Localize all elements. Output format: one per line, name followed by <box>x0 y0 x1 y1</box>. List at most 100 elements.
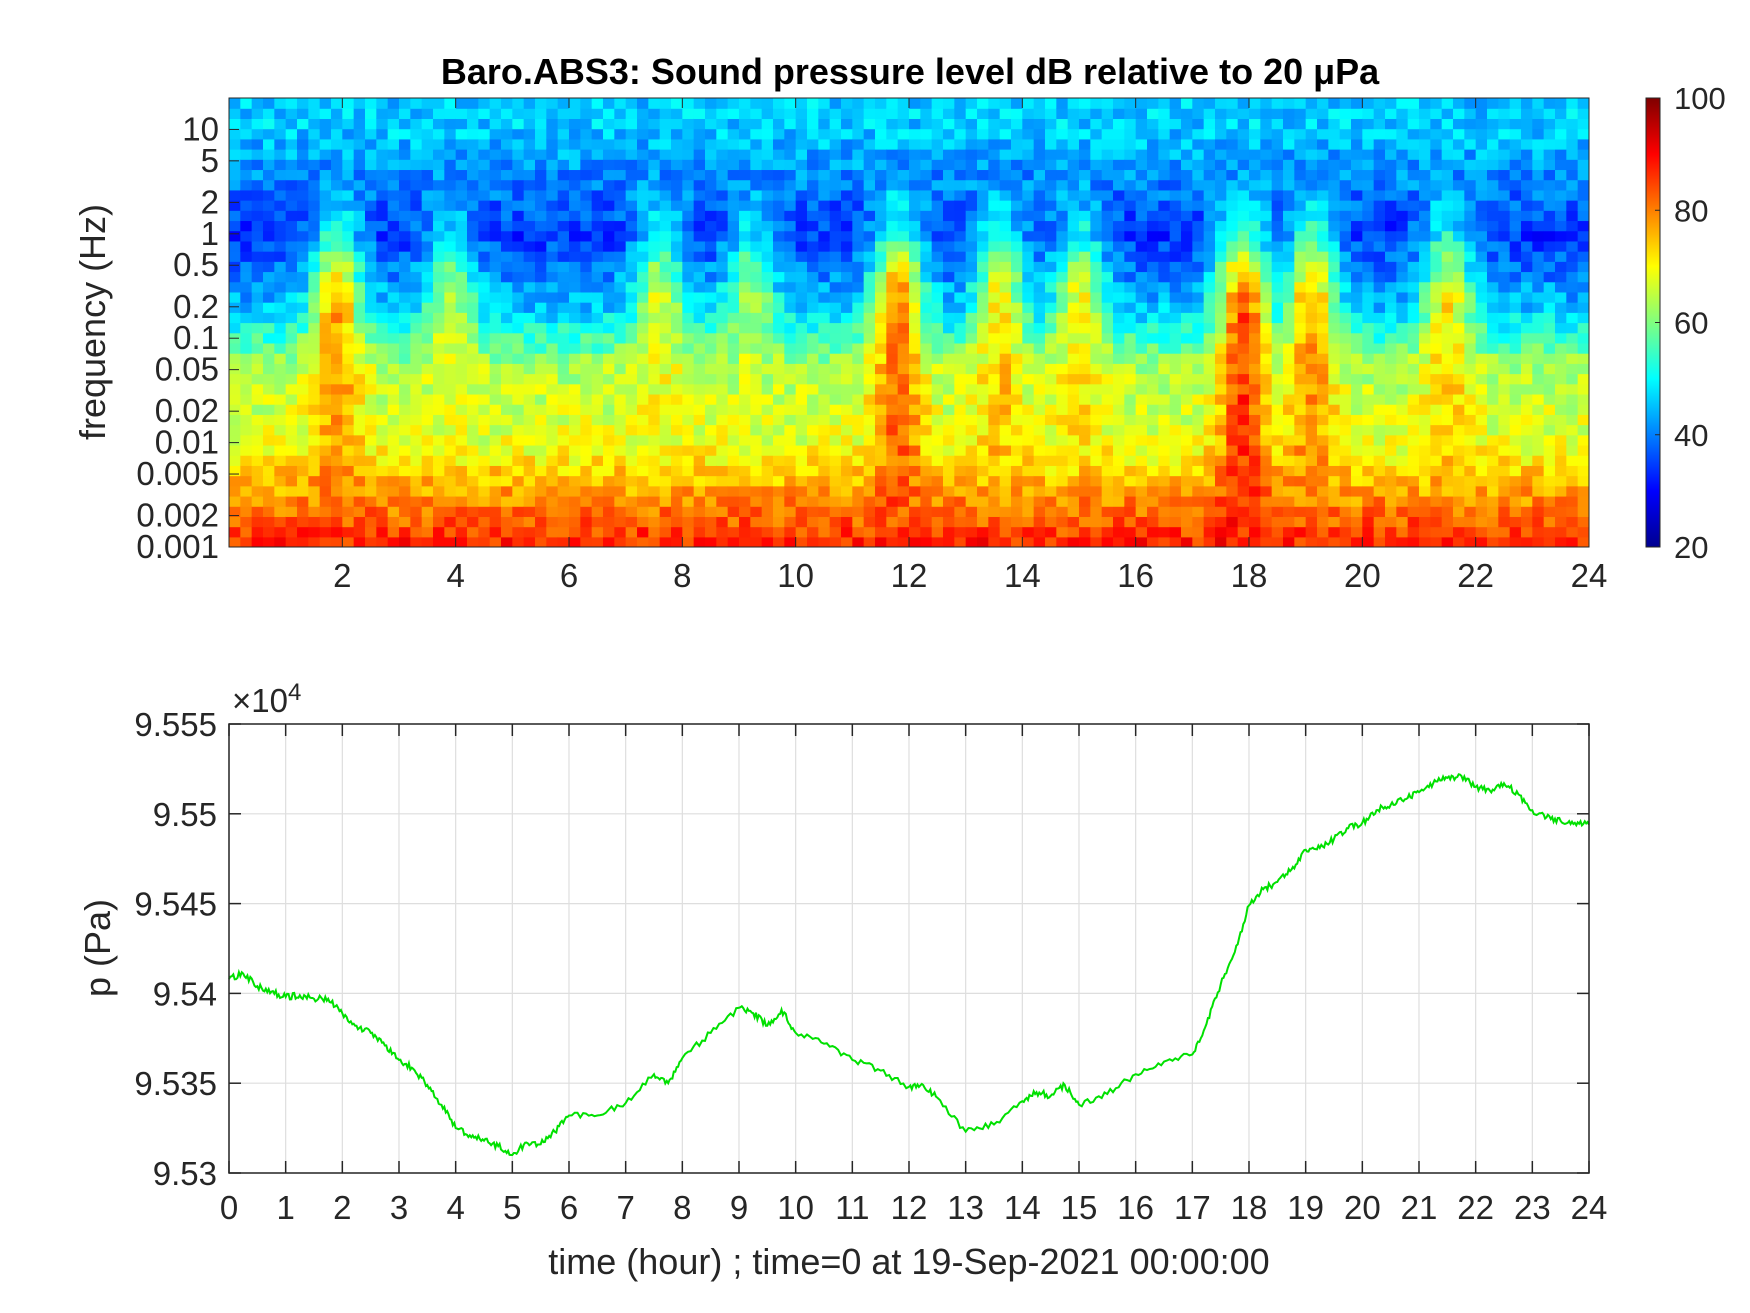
spectrogram-cell <box>920 261 933 273</box>
spectrogram-cell <box>444 475 457 487</box>
spectrogram-cell <box>1351 210 1363 222</box>
spectrogram-cell <box>637 230 649 242</box>
spectrogram-cell <box>965 414 978 426</box>
spectrogram-cell <box>353 495 366 507</box>
spectrogram-cell <box>659 465 672 477</box>
spectrogram-cell <box>1305 200 1318 211</box>
spectrogram-cell <box>841 404 853 415</box>
spectrogram-cell <box>569 240 581 252</box>
spectrogram-cell <box>1045 149 1057 160</box>
spectrogram-cell <box>376 189 389 201</box>
spectrogram-cell <box>637 261 649 273</box>
spectrogram-cell <box>546 149 559 160</box>
spectrogram-cell <box>1124 108 1137 119</box>
spectrogram-cell <box>761 281 774 293</box>
spectrogram-cell <box>489 424 502 436</box>
spectrogram-cell <box>1249 465 1261 477</box>
spectrogram-cell <box>308 342 321 354</box>
spectrogram-cell <box>909 506 921 517</box>
spectrogram-cell <box>727 322 740 334</box>
spectrogram-cell <box>931 465 944 477</box>
spectrogram-cell <box>625 465 638 477</box>
spectrogram-cell <box>557 128 570 140</box>
spectrogram-cell <box>705 251 717 262</box>
spectrogram-cell <box>784 210 797 222</box>
spectrogram-cell <box>353 424 366 436</box>
spectrogram-cell <box>591 332 604 344</box>
spectrogram-cell <box>1430 281 1443 293</box>
spectrogram-cell <box>557 240 570 252</box>
spectrogram-cell <box>682 424 695 436</box>
spectrogram-cell <box>727 393 740 405</box>
spectrogram-cell <box>1464 251 1477 262</box>
spectrogram-cell <box>444 138 457 150</box>
spectrogram-cell <box>965 291 978 303</box>
spectrogram-cell <box>263 475 275 487</box>
spectrogram-cell <box>1498 281 1511 293</box>
spectrogram-cell <box>274 526 287 538</box>
spectrogram-cell <box>433 189 445 201</box>
spectrogram-cell <box>1351 536 1363 547</box>
spectrogram-cell <box>1135 251 1148 262</box>
spectrogram-cell <box>954 179 967 191</box>
spectrogram-cell <box>319 506 332 517</box>
spectrogram-cell <box>1079 291 1091 303</box>
spectrogram-cell <box>1464 342 1477 354</box>
spectrogram-cell <box>784 302 797 313</box>
spectrogram-cell <box>342 138 355 150</box>
spectrogram-cell <box>648 118 661 130</box>
spectrogram-cell <box>750 373 763 385</box>
spectrogram-cell <box>342 342 355 354</box>
spectrogram-cell <box>705 261 717 273</box>
spectrogram-cell <box>1441 506 1454 517</box>
spectrogram-cell <box>489 455 502 466</box>
spectrogram-cell <box>1101 342 1114 354</box>
spectrogram-cell <box>886 373 899 385</box>
spectrogram-cell <box>659 424 672 436</box>
spectrogram-cell <box>1011 189 1023 201</box>
spectrogram-cell <box>886 526 899 538</box>
spectrogram-cell <box>977 179 989 191</box>
spectrogram-cell <box>1453 506 1465 517</box>
spectrogram-cell <box>852 404 865 415</box>
spectrogram-cell <box>251 189 264 201</box>
spectrogram-cell <box>580 118 593 130</box>
spectrogram-cell <box>1283 230 1295 242</box>
spectrogram-cell <box>1260 516 1273 528</box>
spectrogram-cell <box>1147 414 1159 426</box>
spectrogram-cell <box>240 363 253 375</box>
spectrogram-cell <box>365 536 377 547</box>
spectrogram-cell <box>1339 98 1352 109</box>
spectrogram-cell <box>1067 189 1080 201</box>
spectrogram-cell <box>1226 506 1239 517</box>
spectrogram-cell <box>943 485 955 497</box>
spectrogram-cell <box>1135 210 1148 222</box>
spectrogram-cell <box>1045 434 1057 446</box>
spectrogram-cell <box>1396 159 1409 171</box>
spectrogram-cell <box>1101 444 1114 456</box>
spectrogram-cell <box>1079 536 1091 547</box>
spectrogram-cell <box>1385 353 1397 364</box>
spectrogram-cell <box>614 98 627 109</box>
spectrogram-cell <box>739 444 751 456</box>
spectrogram-cell <box>1079 516 1091 528</box>
spectrogram-cell <box>1339 434 1352 446</box>
spectrogram-cell <box>988 414 1001 426</box>
spectrogram-cell <box>319 332 332 344</box>
spectrogram-cell <box>954 261 967 273</box>
spectrogram-cell <box>455 271 468 283</box>
spectrogram-cell <box>319 240 332 252</box>
spectrogram-cell <box>1294 465 1307 477</box>
spectrogram-cell <box>591 149 604 160</box>
spectrogram-cell <box>1362 271 1375 283</box>
spectrogram-cell <box>319 465 332 477</box>
spectrogram-cell <box>1305 281 1318 293</box>
spectrogram-cell <box>999 149 1012 160</box>
spectrogram-cell <box>1419 506 1431 517</box>
spectrogram-cell <box>1339 506 1352 517</box>
spectrogram-cell <box>784 220 797 232</box>
spectrogram-cell <box>591 506 604 517</box>
spectrogram-cell <box>1294 281 1307 293</box>
spectrogram-cell <box>682 189 695 201</box>
spectrogram-cell <box>977 536 989 547</box>
